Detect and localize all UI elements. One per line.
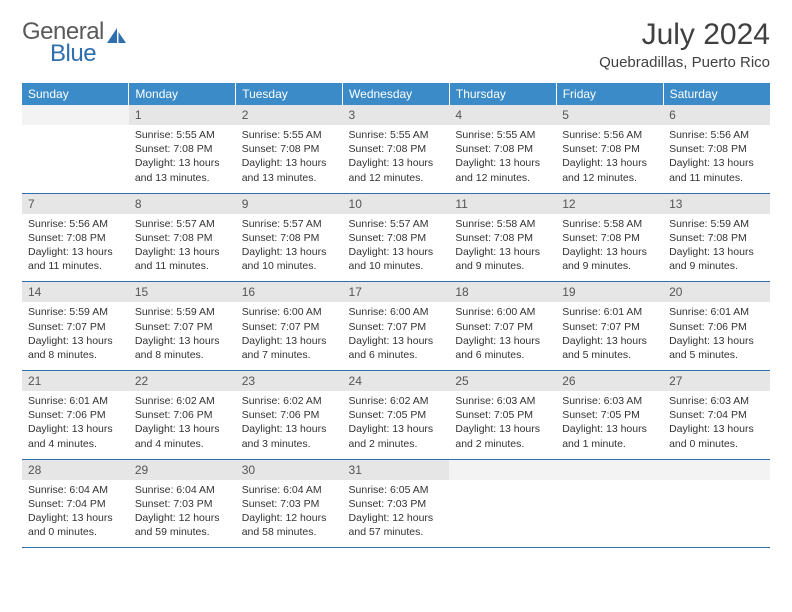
day-number-cell — [449, 459, 556, 480]
day-content-cell: Sunrise: 6:02 AMSunset: 7:06 PMDaylight:… — [129, 391, 236, 459]
day-content-cell: Sunrise: 5:59 AMSunset: 7:07 PMDaylight:… — [129, 302, 236, 370]
day-content-row: Sunrise: 5:56 AMSunset: 7:08 PMDaylight:… — [22, 214, 770, 282]
day-content-cell — [556, 480, 663, 548]
day-number-cell: 15 — [129, 282, 236, 303]
day-number-cell: 3 — [343, 105, 450, 125]
day-number-cell: 24 — [343, 371, 450, 392]
day-content-cell: Sunrise: 5:57 AMSunset: 7:08 PMDaylight:… — [343, 214, 450, 282]
day-content-cell: Sunrise: 6:00 AMSunset: 7:07 PMDaylight:… — [343, 302, 450, 370]
day-number-cell: 9 — [236, 193, 343, 214]
day-content-cell: Sunrise: 6:04 AMSunset: 7:03 PMDaylight:… — [236, 480, 343, 548]
day-number-cell: 16 — [236, 282, 343, 303]
day-number-cell: 10 — [343, 193, 450, 214]
day-number-row: 21222324252627 — [22, 371, 770, 392]
logo: GeneralBlue — [22, 18, 128, 68]
day-number-cell: 30 — [236, 459, 343, 480]
day-number-cell: 17 — [343, 282, 450, 303]
weekday-header: Sunday — [22, 83, 129, 105]
weekday-header-row: Sunday Monday Tuesday Wednesday Thursday… — [22, 83, 770, 105]
day-content-cell: Sunrise: 6:03 AMSunset: 7:04 PMDaylight:… — [663, 391, 770, 459]
day-content-cell: Sunrise: 6:01 AMSunset: 7:06 PMDaylight:… — [663, 302, 770, 370]
day-content-cell: Sunrise: 6:00 AMSunset: 7:07 PMDaylight:… — [449, 302, 556, 370]
day-content-cell: Sunrise: 6:01 AMSunset: 7:07 PMDaylight:… — [556, 302, 663, 370]
day-content-cell: Sunrise: 6:03 AMSunset: 7:05 PMDaylight:… — [556, 391, 663, 459]
day-content-row: Sunrise: 6:04 AMSunset: 7:04 PMDaylight:… — [22, 480, 770, 548]
day-content-cell: Sunrise: 6:04 AMSunset: 7:04 PMDaylight:… — [22, 480, 129, 548]
day-content-cell: Sunrise: 6:05 AMSunset: 7:03 PMDaylight:… — [343, 480, 450, 548]
day-number-row: 78910111213 — [22, 193, 770, 214]
logo-sail-icon — [106, 26, 128, 44]
weekday-header: Monday — [129, 83, 236, 105]
day-number-cell: 5 — [556, 105, 663, 125]
day-number-cell — [663, 459, 770, 480]
day-content-cell: Sunrise: 5:55 AMSunset: 7:08 PMDaylight:… — [236, 125, 343, 193]
location: Quebradillas, Puerto Rico — [599, 54, 770, 71]
day-number-cell: 2 — [236, 105, 343, 125]
day-content-cell: Sunrise: 6:02 AMSunset: 7:05 PMDaylight:… — [343, 391, 450, 459]
day-number-cell: 8 — [129, 193, 236, 214]
day-content-row: Sunrise: 6:01 AMSunset: 7:06 PMDaylight:… — [22, 391, 770, 459]
weekday-header: Thursday — [449, 83, 556, 105]
day-number-cell — [22, 105, 129, 125]
day-content-cell: Sunrise: 5:59 AMSunset: 7:08 PMDaylight:… — [663, 214, 770, 282]
day-content-row: Sunrise: 5:59 AMSunset: 7:07 PMDaylight:… — [22, 302, 770, 370]
day-number-cell: 26 — [556, 371, 663, 392]
day-content-cell: Sunrise: 6:02 AMSunset: 7:06 PMDaylight:… — [236, 391, 343, 459]
day-content-row: Sunrise: 5:55 AMSunset: 7:08 PMDaylight:… — [22, 125, 770, 193]
day-number-cell: 22 — [129, 371, 236, 392]
calendar-body: 123456Sunrise: 5:55 AMSunset: 7:08 PMDay… — [22, 105, 770, 548]
day-number-cell: 13 — [663, 193, 770, 214]
day-content-cell: Sunrise: 5:59 AMSunset: 7:07 PMDaylight:… — [22, 302, 129, 370]
day-number-cell: 12 — [556, 193, 663, 214]
day-number-cell: 6 — [663, 105, 770, 125]
day-content-cell: Sunrise: 6:04 AMSunset: 7:03 PMDaylight:… — [129, 480, 236, 548]
day-number-cell: 4 — [449, 105, 556, 125]
page-header: GeneralBlue July 2024 Quebradillas, Puer… — [22, 18, 770, 71]
day-content-cell — [449, 480, 556, 548]
day-content-cell: Sunrise: 6:00 AMSunset: 7:07 PMDaylight:… — [236, 302, 343, 370]
weekday-header: Friday — [556, 83, 663, 105]
day-number-cell: 11 — [449, 193, 556, 214]
day-number-cell: 28 — [22, 459, 129, 480]
day-number-cell: 18 — [449, 282, 556, 303]
day-number-row: 14151617181920 — [22, 282, 770, 303]
day-number-cell: 7 — [22, 193, 129, 214]
day-content-cell: Sunrise: 5:55 AMSunset: 7:08 PMDaylight:… — [343, 125, 450, 193]
day-content-cell: Sunrise: 5:55 AMSunset: 7:08 PMDaylight:… — [449, 125, 556, 193]
day-number-cell: 21 — [22, 371, 129, 392]
calendar-page: GeneralBlue July 2024 Quebradillas, Puer… — [0, 0, 792, 566]
day-number-cell: 20 — [663, 282, 770, 303]
day-number-cell: 14 — [22, 282, 129, 303]
day-content-cell: Sunrise: 5:57 AMSunset: 7:08 PMDaylight:… — [129, 214, 236, 282]
day-content-cell: Sunrise: 5:57 AMSunset: 7:08 PMDaylight:… — [236, 214, 343, 282]
day-content-cell: Sunrise: 6:01 AMSunset: 7:06 PMDaylight:… — [22, 391, 129, 459]
month-title: July 2024 — [599, 18, 770, 52]
weekday-header: Wednesday — [343, 83, 450, 105]
calendar-table: Sunday Monday Tuesday Wednesday Thursday… — [22, 83, 770, 548]
day-number-cell — [556, 459, 663, 480]
day-number-cell: 23 — [236, 371, 343, 392]
day-content-cell: Sunrise: 6:03 AMSunset: 7:05 PMDaylight:… — [449, 391, 556, 459]
weekday-header: Tuesday — [236, 83, 343, 105]
day-content-cell: Sunrise: 5:56 AMSunset: 7:08 PMDaylight:… — [22, 214, 129, 282]
day-content-cell: Sunrise: 5:58 AMSunset: 7:08 PMDaylight:… — [449, 214, 556, 282]
day-content-cell: Sunrise: 5:56 AMSunset: 7:08 PMDaylight:… — [663, 125, 770, 193]
title-block: July 2024 Quebradillas, Puerto Rico — [599, 18, 770, 71]
weekday-header: Saturday — [663, 83, 770, 105]
day-content-cell: Sunrise: 5:55 AMSunset: 7:08 PMDaylight:… — [129, 125, 236, 193]
day-number-cell: 19 — [556, 282, 663, 303]
day-content-cell: Sunrise: 5:58 AMSunset: 7:08 PMDaylight:… — [556, 214, 663, 282]
day-content-cell: Sunrise: 5:56 AMSunset: 7:08 PMDaylight:… — [556, 125, 663, 193]
day-content-cell — [22, 125, 129, 193]
day-number-cell: 27 — [663, 371, 770, 392]
day-number-cell: 29 — [129, 459, 236, 480]
day-number-cell: 25 — [449, 371, 556, 392]
day-number-cell: 1 — [129, 105, 236, 125]
day-number-row: 123456 — [22, 105, 770, 125]
day-number-cell: 31 — [343, 459, 450, 480]
day-number-row: 28293031 — [22, 459, 770, 480]
day-content-cell — [663, 480, 770, 548]
